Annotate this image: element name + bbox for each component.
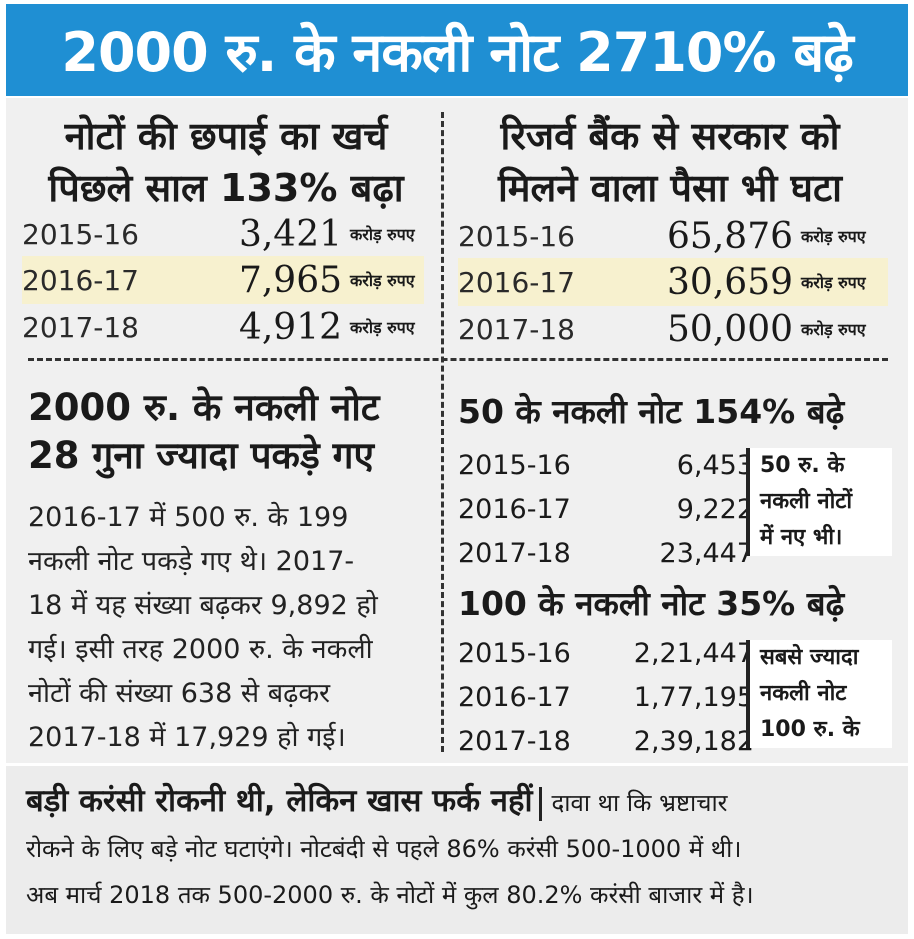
rbi-transfer-row: 2015-16 65,876 करोड़ रुपए bbox=[458, 212, 888, 260]
year: 2017-18 bbox=[458, 312, 575, 346]
amount: 7,965 bbox=[238, 259, 342, 301]
rbi-transfer-row-highlighted: 2016-17 30,659 करोड़ रुपए bbox=[458, 258, 888, 306]
year: 2015-16 bbox=[458, 637, 571, 669]
year: 2016-17 bbox=[458, 681, 571, 713]
unit: करोड़ रुपए bbox=[350, 225, 415, 244]
amount: 65,876 bbox=[667, 215, 793, 257]
year: 2016-17 bbox=[22, 263, 139, 297]
unit: करोड़ रुपए bbox=[801, 320, 866, 339]
count: 1,77,195 bbox=[633, 681, 754, 713]
note-line: सबसे ज्यादा bbox=[760, 645, 859, 670]
vertical-divider bbox=[441, 112, 444, 752]
note-line: में नए भी। bbox=[760, 525, 843, 550]
amount: 4,912 bbox=[238, 306, 342, 348]
note-line: नकली नोटों bbox=[760, 489, 853, 514]
unit: करोड़ रुपए bbox=[801, 273, 866, 292]
fake-100-row: 2016-17 1,77,195 bbox=[458, 676, 754, 718]
bottom-heading: बड़ी करंसी रोकनी थी, लेकिन खास फर्क नहीं bbox=[26, 783, 533, 819]
fake-50-note: 50 रु. के नकली नोटों में नए भी। bbox=[746, 448, 892, 556]
unit: करोड़ रुपए bbox=[350, 318, 415, 337]
fake-100-title: 100 के नकली नोट 35% बढ़े bbox=[458, 584, 845, 623]
headline-banner: 2000 रु. के नकली नोट 2710% बढ़े bbox=[6, 4, 908, 96]
paragraph-line: 18 में यह संख्या बढ़कर 9,892 हो bbox=[28, 590, 378, 621]
bottom-panel bbox=[6, 766, 908, 934]
fake-100-note: सबसे ज्यादा नकली नोट 100 रु. के bbox=[746, 640, 892, 748]
note-line: नकली नोट bbox=[760, 681, 847, 706]
fake-50-title: 50 के नकली नोट 154% बढ़े bbox=[458, 392, 845, 431]
printing-cost-row: 2015-16 3,421 करोड़ रुपए bbox=[22, 210, 424, 258]
unit: करोड़ रुपए bbox=[801, 227, 866, 246]
fake-50-row: 2015-16 6,453 bbox=[458, 444, 754, 486]
count: 9,222 bbox=[676, 493, 754, 525]
year: 2016-17 bbox=[458, 493, 571, 525]
amount: 50,000 bbox=[667, 308, 793, 350]
year: 2015-16 bbox=[458, 219, 575, 253]
fake-50-row: 2017-18 23,447 bbox=[458, 532, 754, 574]
year: 2016-17 bbox=[458, 265, 575, 299]
paragraph-line: 2017-18 में 17,929 हो गई। bbox=[28, 722, 346, 753]
separator bbox=[538, 787, 542, 821]
fake-2000-title-line2: 28 गुना ज्यादा पकड़े गए bbox=[28, 434, 374, 477]
year: 2015-16 bbox=[22, 217, 139, 251]
year: 2015-16 bbox=[458, 449, 571, 481]
unit: करोड़ रुपए bbox=[350, 271, 415, 290]
year: 2017-18 bbox=[458, 725, 571, 757]
count: 6,453 bbox=[676, 449, 754, 481]
count: 2,21,447 bbox=[633, 637, 754, 669]
rbi-transfer-title-line1: रिजर्व बैंक से सरकार को bbox=[500, 114, 840, 158]
rbi-transfer-title-line2: मिलने वाला पैसा भी घटा bbox=[497, 166, 843, 210]
rbi-transfer-row: 2017-18 50,000 करोड़ रुपए bbox=[458, 305, 888, 353]
fake-2000-paragraph: 2016-17 में 500 रु. के 199 नकली नोट पकड़… bbox=[28, 496, 436, 760]
note-line: 50 रु. के bbox=[760, 453, 845, 478]
bottom-line1-rest: दावा था कि भ्रष्टाचार bbox=[551, 789, 728, 817]
paragraph-line: गई। इसी तरह 2000 रु. के नकली bbox=[28, 634, 373, 665]
printing-cost-title-line2: पिछले साल 133% बढ़ा bbox=[48, 166, 404, 210]
fake-100-row: 2015-16 2,21,447 bbox=[458, 632, 754, 674]
fake-2000-title: 2000 रु. के नकली नोट 28 गुना ज्यादा पकड़… bbox=[28, 384, 380, 480]
rbi-transfer-title: रिजर्व बैंक से सरकार को मिलने वाला पैसा … bbox=[450, 110, 890, 214]
paragraph-line: 2016-17 में 500 रु. के 199 bbox=[28, 502, 349, 533]
count: 23,447 bbox=[659, 537, 754, 569]
amount: 3,421 bbox=[238, 213, 342, 255]
paragraph-line: नोटों की संख्या 638 से बढ़कर bbox=[28, 678, 331, 709]
fake-100-row: 2017-18 2,39,182 bbox=[458, 720, 754, 762]
year: 2017-18 bbox=[458, 537, 571, 569]
printing-cost-row-highlighted: 2016-17 7,965 करोड़ रुपए bbox=[22, 256, 424, 304]
bottom-line1: बड़ी करंसी रोकनी थी, लेकिन खास फर्क नहीं… bbox=[26, 778, 886, 826]
printing-cost-title: नोटों की छपाई का खर्च पिछले साल 133% बढ़… bbox=[16, 110, 436, 214]
year: 2017-18 bbox=[22, 310, 139, 344]
printing-cost-row: 2017-18 4,912 करोड़ रुपए bbox=[22, 303, 424, 351]
bottom-text: बड़ी करंसी रोकनी थी, लेकिन खास फर्क नहीं… bbox=[26, 778, 886, 918]
printing-cost-title-line1: नोटों की छपाई का खर्च bbox=[64, 114, 388, 158]
count: 2,39,182 bbox=[633, 725, 754, 757]
bottom-line2: रोकने के लिए बड़े नोट घटाएंगे। नोटबंदी स… bbox=[26, 835, 742, 863]
horizontal-divider bbox=[28, 358, 888, 361]
paragraph-line: नकली नोट पकड़े गए थे। 2017- bbox=[28, 546, 355, 577]
fake-2000-title-line1: 2000 रु. के नकली नोट bbox=[28, 386, 380, 429]
note-line: 100 रु. के bbox=[760, 717, 860, 742]
headline: 2000 रु. के नकली नोट 2710% बढ़े bbox=[61, 21, 853, 84]
fake-50-row: 2016-17 9,222 bbox=[458, 488, 754, 530]
bottom-line3: अब मार्च 2018 तक 500-2000 रु. के नोटों म… bbox=[26, 881, 754, 909]
amount: 30,659 bbox=[667, 261, 793, 303]
